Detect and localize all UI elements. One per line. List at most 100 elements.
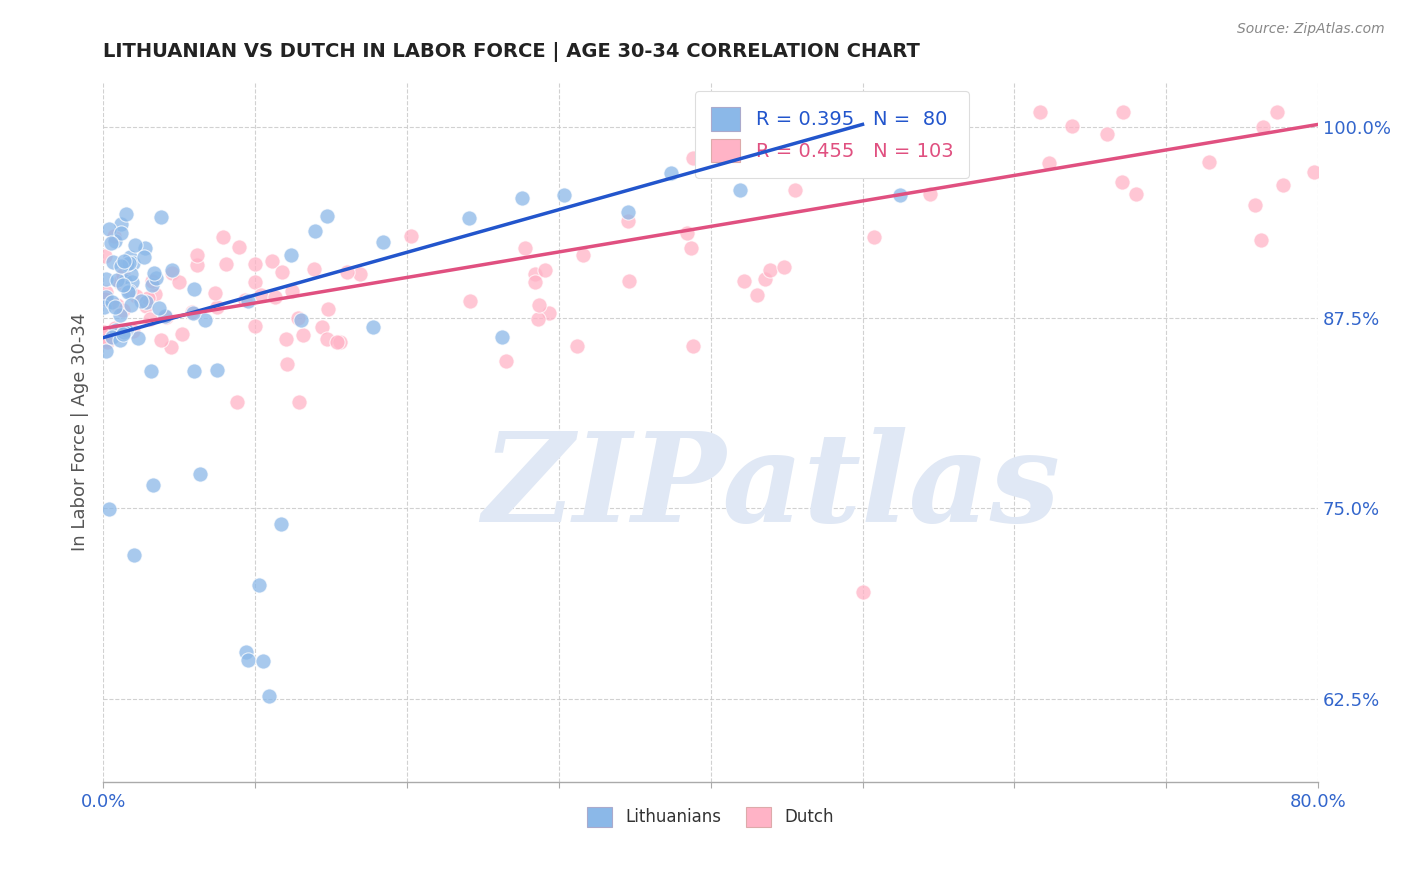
Point — [1303, 165, 1326, 179]
Point — [145, 270, 167, 285]
Point — [132, 250, 155, 264]
Point — [112, 268, 135, 282]
Point — [155, 310, 177, 324]
Point — [228, 240, 250, 254]
Point — [134, 241, 156, 255]
Point — [110, 226, 132, 240]
Point — [243, 319, 266, 334]
Point — [263, 290, 285, 304]
Point — [1112, 105, 1135, 120]
Point — [101, 330, 124, 344]
Point — [311, 319, 333, 334]
Point — [115, 257, 138, 271]
Point — [553, 188, 575, 202]
Point — [329, 334, 352, 349]
Point — [118, 284, 141, 298]
Point — [271, 264, 294, 278]
Point — [226, 394, 249, 409]
Point — [94, 272, 117, 286]
Point — [730, 183, 752, 197]
Point — [131, 293, 153, 308]
Point — [101, 254, 124, 268]
Point — [675, 226, 697, 240]
Point — [172, 327, 194, 342]
Point — [115, 322, 138, 336]
Point — [863, 229, 886, 244]
Point — [93, 329, 115, 343]
Point — [679, 241, 702, 255]
Point — [110, 309, 132, 323]
Point — [851, 585, 873, 599]
Point — [513, 241, 536, 255]
Point — [188, 467, 211, 482]
Point — [183, 282, 205, 296]
Point — [148, 301, 170, 316]
Point — [1060, 119, 1083, 133]
Point — [349, 267, 371, 281]
Point — [1038, 156, 1060, 170]
Point — [270, 516, 292, 531]
Point — [572, 248, 595, 262]
Point — [1198, 155, 1220, 169]
Point — [121, 275, 143, 289]
Point — [97, 222, 120, 236]
Point — [93, 293, 115, 307]
Point — [1243, 198, 1265, 212]
Point — [96, 333, 118, 347]
Point — [160, 263, 183, 277]
Point — [101, 294, 124, 309]
Text: Source: ZipAtlas.com: Source: ZipAtlas.com — [1237, 22, 1385, 37]
Point — [104, 321, 127, 335]
Point — [659, 166, 682, 180]
Point — [205, 363, 228, 377]
Point — [160, 266, 183, 280]
Point — [93, 325, 115, 339]
Point — [94, 343, 117, 358]
Point — [108, 275, 131, 289]
Point — [292, 327, 315, 342]
Y-axis label: In Labor Force | Age 30-34: In Labor Force | Age 30-34 — [72, 313, 89, 551]
Point — [754, 272, 776, 286]
Point — [117, 285, 139, 299]
Point — [124, 289, 146, 303]
Point — [112, 325, 135, 339]
Point — [495, 354, 517, 368]
Point — [534, 262, 557, 277]
Point — [115, 207, 138, 221]
Point — [617, 274, 640, 288]
Point — [104, 300, 127, 314]
Point — [104, 234, 127, 248]
Point — [247, 578, 270, 592]
Point — [143, 286, 166, 301]
Point — [529, 298, 551, 312]
Point — [287, 394, 309, 409]
Point — [111, 302, 134, 317]
Point — [120, 284, 142, 298]
Point — [523, 267, 546, 281]
Point — [139, 311, 162, 326]
Point — [181, 306, 204, 320]
Point — [112, 326, 135, 341]
Point — [169, 275, 191, 289]
Text: LITHUANIAN VS DUTCH IN LABOR FORCE | AGE 30-34 CORRELATION CHART: LITHUANIAN VS DUTCH IN LABOR FORCE | AGE… — [103, 42, 920, 62]
Point — [1250, 234, 1272, 248]
Point — [93, 300, 115, 314]
Text: ZIPatlas: ZIPatlas — [482, 427, 1060, 549]
Point — [567, 338, 589, 352]
Point — [617, 214, 640, 228]
Point — [682, 339, 704, 353]
Point — [135, 295, 157, 310]
Point — [114, 274, 136, 288]
Point — [361, 320, 384, 334]
Point — [143, 266, 166, 280]
Point — [215, 256, 238, 270]
Point — [801, 136, 824, 150]
Point — [335, 265, 357, 279]
Point — [287, 310, 309, 325]
Point — [205, 300, 228, 314]
Point — [149, 210, 172, 224]
Point — [110, 217, 132, 231]
Point — [118, 256, 141, 270]
Point — [252, 654, 274, 668]
Point — [110, 324, 132, 338]
